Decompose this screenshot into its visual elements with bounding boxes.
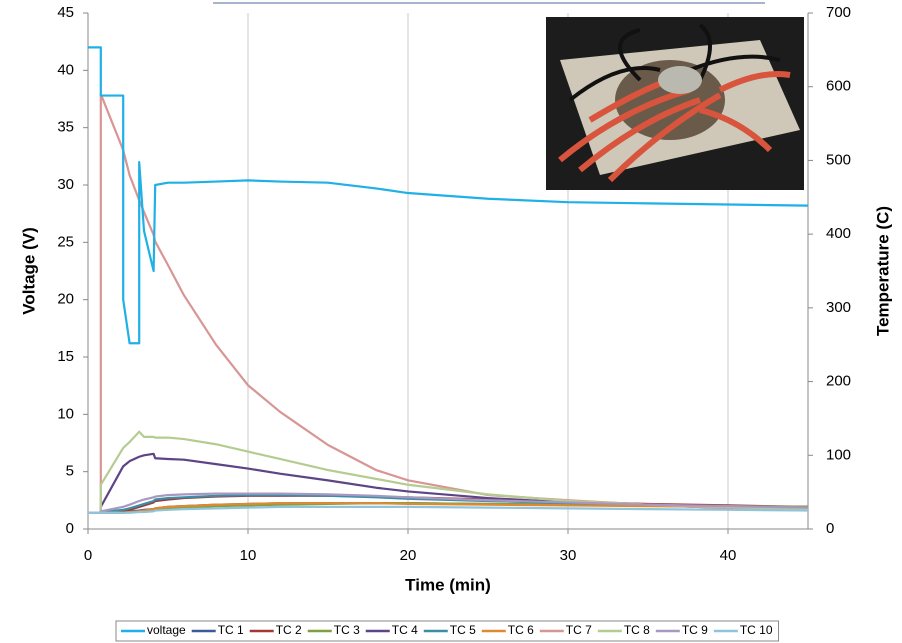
y-axis-title: Voltage (V) bbox=[19, 227, 38, 315]
y2-tick-label: 200 bbox=[826, 373, 851, 390]
y-tick-label: 25 bbox=[57, 233, 74, 250]
x-tick-label: 20 bbox=[400, 547, 417, 564]
y2-tick-label: 700 bbox=[826, 4, 851, 21]
x-axis-title: Time (min) bbox=[405, 575, 491, 594]
y2-tick-label: 0 bbox=[826, 520, 834, 537]
legend-label: TC 6 bbox=[508, 623, 534, 637]
legend-label: TC 8 bbox=[624, 623, 650, 637]
y-tick-label: 40 bbox=[57, 61, 74, 78]
y2-axis-title: Temperature (C) bbox=[873, 206, 892, 336]
legend-label: TC 2 bbox=[276, 623, 302, 637]
legend-label: TC 1 bbox=[218, 623, 244, 637]
photo bbox=[546, 17, 804, 190]
y-tick-label: 30 bbox=[57, 176, 74, 193]
y-tick-label: 15 bbox=[57, 348, 74, 365]
series-line bbox=[88, 46, 809, 345]
y2-tick-label: 400 bbox=[826, 225, 851, 242]
y2-tick-label: 100 bbox=[826, 446, 851, 463]
y-tick-label: 10 bbox=[57, 405, 74, 422]
legend: voltage TC 1 TC 2 TC 3 TC 4 TC 5 TC 6 TC 7 TC 8 T… bbox=[115, 620, 780, 642]
x-tick-label: 0 bbox=[84, 547, 92, 564]
series-line bbox=[88, 452, 809, 514]
series-line bbox=[88, 430, 809, 514]
y-tick-label: 45 bbox=[57, 4, 74, 21]
legend-label: TC 10 bbox=[740, 623, 773, 637]
legend-label: TC 3 bbox=[334, 623, 360, 637]
y2-tick-label: 300 bbox=[826, 299, 851, 316]
legend-label: voltage bbox=[147, 623, 186, 637]
series-line bbox=[88, 505, 809, 514]
y2-tick-label: 500 bbox=[826, 151, 851, 168]
legend-label: TC 5 bbox=[450, 623, 476, 637]
y-tick-label: 0 bbox=[66, 520, 74, 537]
x-tick-label: 40 bbox=[720, 547, 737, 564]
y-tick-label: 35 bbox=[57, 119, 74, 136]
x-tick-label: 10 bbox=[240, 547, 257, 564]
series-line bbox=[88, 492, 809, 514]
x-tick-label: 30 bbox=[560, 547, 577, 564]
legend-label: TC 9 bbox=[682, 623, 708, 637]
plot-area: 0 10 20 30 400510152025303540450100200300400… bbox=[57, 4, 851, 564]
y2-tick-label: 600 bbox=[826, 78, 851, 95]
y-tick-label: 20 bbox=[57, 291, 74, 308]
y-tick-label: 5 bbox=[66, 463, 74, 480]
legend-label: TC 4 bbox=[392, 623, 418, 637]
legend-label: TC 7 bbox=[566, 623, 592, 637]
